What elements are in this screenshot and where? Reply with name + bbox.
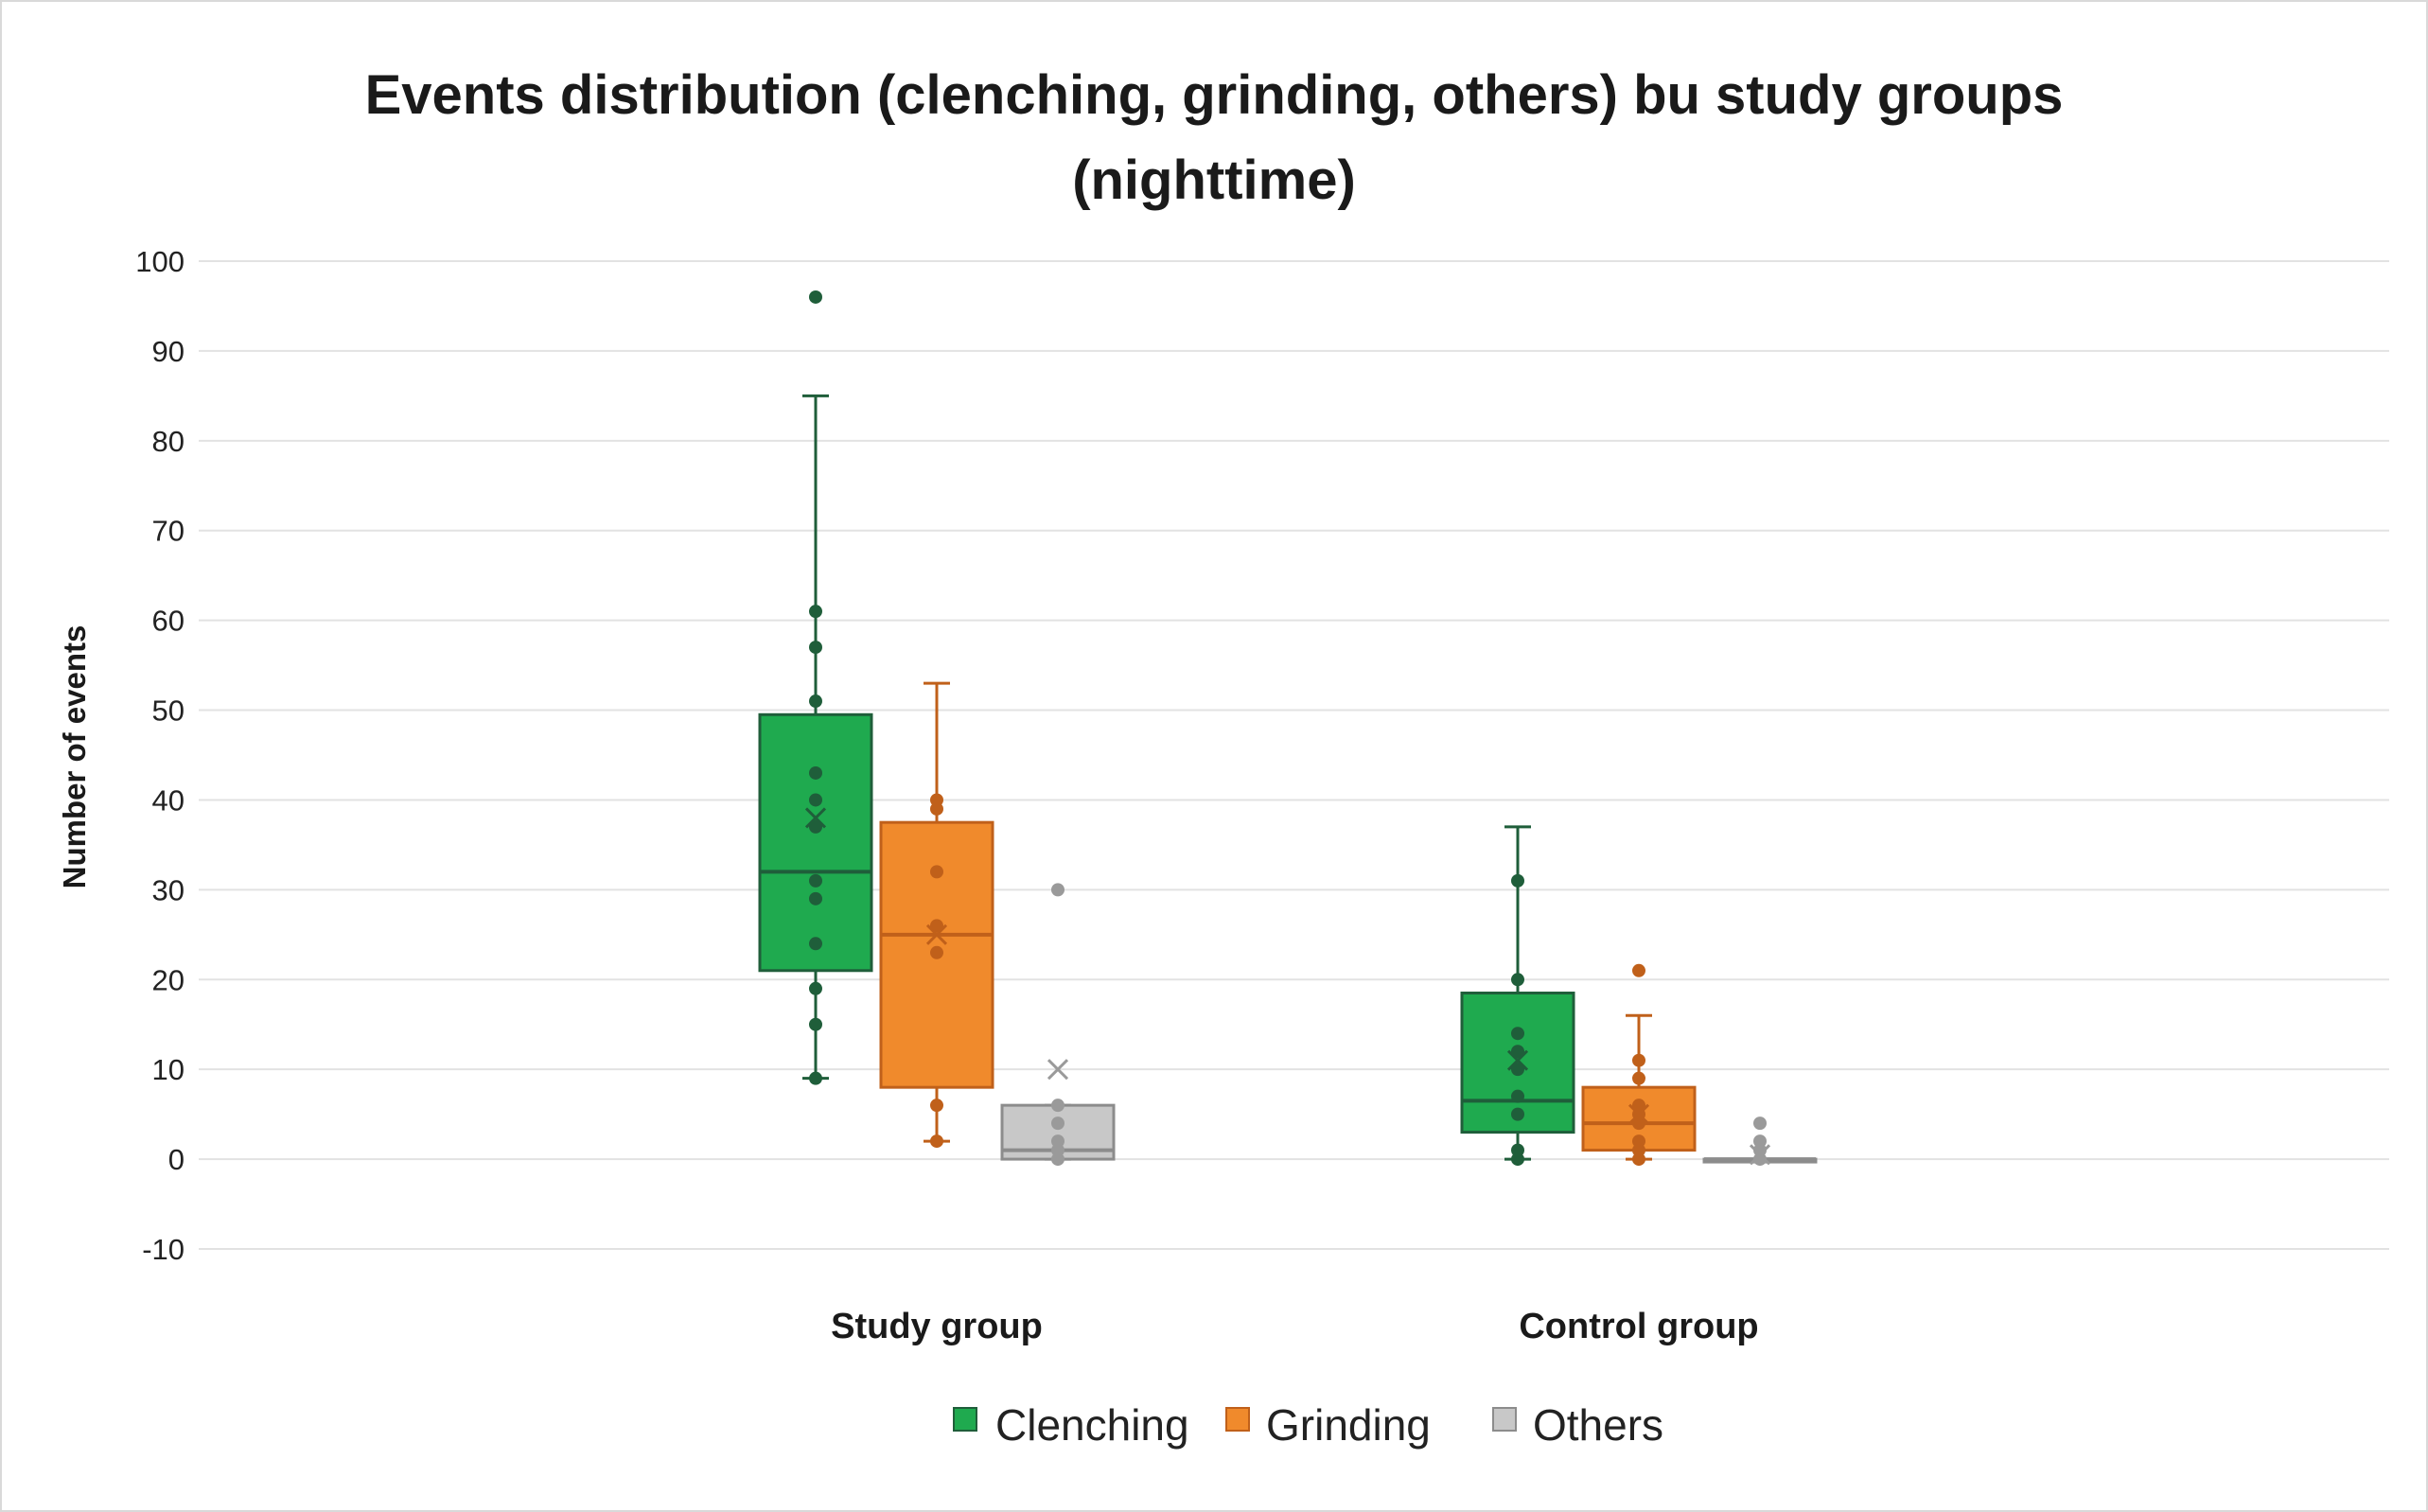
data-point <box>1753 1116 1767 1131</box>
data-point <box>809 891 822 905</box>
data-point <box>809 793 822 807</box>
data-point <box>1632 1053 1645 1067</box>
legend-label-grinding: Grinding <box>1266 1400 1431 1450</box>
data-point <box>809 765 822 780</box>
data-point <box>930 793 943 807</box>
gridlines <box>199 260 2389 1250</box>
data-point <box>809 819 822 834</box>
mean-marker-stroke-b <box>1047 1059 1069 1081</box>
data-point <box>1511 1045 1524 1059</box>
data-point <box>1051 883 1064 897</box>
box-iqr <box>758 712 873 973</box>
data-point <box>1051 1134 1064 1149</box>
data-point <box>930 865 943 879</box>
data-point <box>1511 1063 1524 1077</box>
box-grinding-1 <box>1581 963 1697 1167</box>
y-tick-label: 30 <box>152 873 185 906</box>
data-point <box>809 1017 822 1031</box>
mean-marker-stroke-b <box>1506 1049 1529 1071</box>
data-point <box>1511 973 1524 987</box>
legend-label-clenching: Clenching <box>995 1400 1189 1450</box>
box-clenching-1 <box>1460 825 1575 1167</box>
data-point <box>930 1099 943 1113</box>
data-point <box>1511 1143 1524 1157</box>
data-point <box>1632 1099 1645 1113</box>
x-category-label-study-group: Study group <box>831 1307 1043 1346</box>
box-clenching-0 <box>758 290 873 1085</box>
data-point <box>809 1071 822 1085</box>
data-point <box>1051 1099 1064 1113</box>
box-others-1 <box>1702 1116 1818 1167</box>
legend-label-others: Others <box>1533 1400 1663 1450</box>
chart-title-line-1: Events distribution (clenching, grinding… <box>365 64 2064 126</box>
y-tick-label: 90 <box>152 335 185 368</box>
data-point <box>1511 873 1524 888</box>
y-tick-label: 100 <box>135 245 185 278</box>
box-grinding-0 <box>879 681 994 1149</box>
data-point <box>1632 1134 1645 1149</box>
y-tick-label: 10 <box>152 1053 185 1086</box>
data-point <box>809 641 822 655</box>
legend-swatch-clenching <box>953 1407 977 1432</box>
data-point <box>809 981 822 995</box>
y-tick-label: 60 <box>152 605 185 638</box>
chart-title-line-2: (nighttime) <box>1072 149 1356 211</box>
box-series <box>758 290 1818 1167</box>
y-tick-label: -10 <box>142 1233 185 1266</box>
data-point <box>809 290 822 304</box>
data-point <box>1753 1134 1767 1149</box>
series-clenching <box>758 290 1575 1167</box>
box-iqr <box>1460 992 1575 1134</box>
data-point <box>809 873 822 888</box>
data-point <box>809 605 822 619</box>
y-axis-label: Number of events <box>57 625 92 889</box>
mean-marker-stroke-b <box>1627 1103 1650 1125</box>
data-point <box>1632 963 1645 977</box>
y-tick-label: 70 <box>152 515 185 548</box>
series-grinding <box>879 681 1697 1167</box>
legend-swatch-grinding <box>1225 1407 1250 1432</box>
mean-marker-stroke-b <box>804 807 827 829</box>
mean-marker-stroke-b <box>925 923 948 945</box>
y-tick-label: 0 <box>168 1143 185 1176</box>
data-point <box>930 1134 943 1149</box>
data-point <box>1511 1089 1524 1103</box>
data-point <box>1632 1071 1645 1085</box>
y-tick-label: 40 <box>152 783 185 817</box>
data-point <box>930 945 943 959</box>
x-category-label-control-group: Control group <box>1519 1307 1758 1346</box>
y-tick-label: 20 <box>152 963 185 996</box>
data-point <box>809 694 822 709</box>
legend-swatch-others <box>1492 1407 1517 1432</box>
series-others <box>1000 883 1818 1167</box>
data-point <box>1051 1116 1064 1131</box>
y-tick-label: 80 <box>152 425 185 458</box>
legend: Clenching Grinding Others <box>953 1400 1663 1450</box>
data-point <box>1511 1027 1524 1041</box>
box-others-0 <box>1000 883 1116 1167</box>
data-point <box>809 937 822 951</box>
data-point <box>1511 1107 1524 1121</box>
mean-marker-stroke-b <box>1749 1144 1771 1166</box>
y-tick-label: 50 <box>152 694 185 728</box>
data-point <box>930 919 943 933</box>
